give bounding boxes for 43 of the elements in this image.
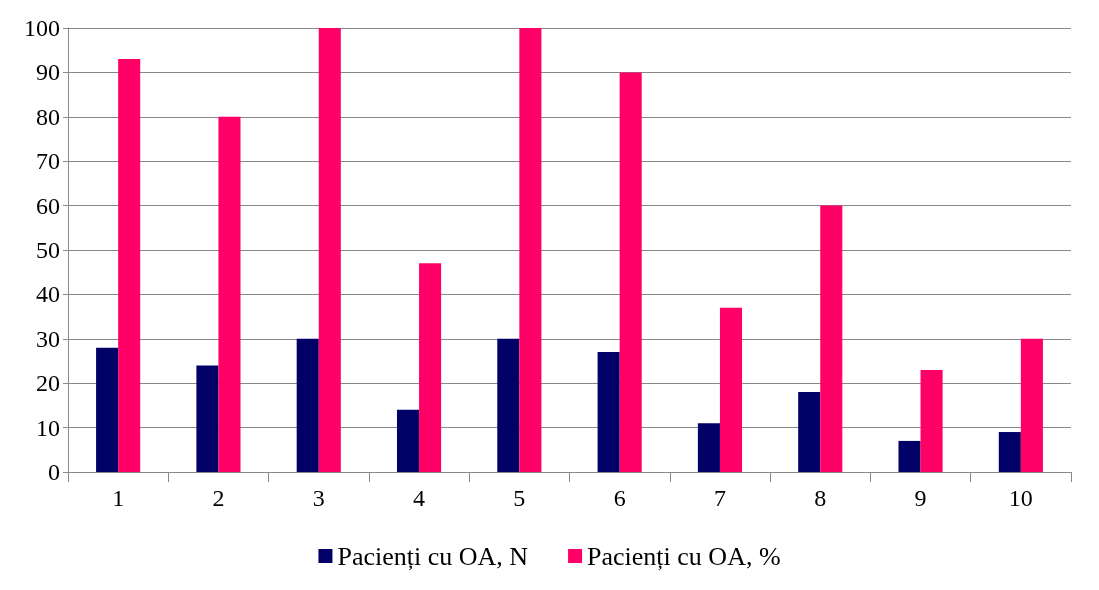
y-tick-label: 50	[36, 237, 60, 263]
y-tick-label: 0	[48, 459, 60, 485]
bar	[820, 205, 843, 472]
x-tick-label: 8	[814, 485, 827, 511]
y-tick-label: 100	[24, 15, 60, 41]
bar	[898, 440, 921, 472]
bar	[497, 338, 520, 472]
y-tick-label: 20	[36, 370, 60, 397]
y-tick-label: 10	[36, 414, 60, 441]
bar	[798, 392, 821, 472]
x-tick-label: 5	[513, 485, 526, 511]
bar	[1020, 338, 1043, 472]
x-tick-label: 9	[914, 485, 927, 511]
bar	[196, 365, 219, 472]
y-tick-label: 80	[36, 103, 60, 130]
x-tick-label: 7	[713, 485, 726, 511]
bar	[920, 369, 943, 472]
x-tick-label: 6	[613, 485, 626, 511]
bar	[998, 432, 1021, 472]
y-tick-label: 70	[36, 148, 60, 175]
legend-label: Pacienți cu OA, %	[587, 541, 781, 571]
bar	[318, 28, 341, 472]
bar	[719, 307, 743, 472]
bar	[519, 28, 542, 472]
x-tick-label: 4	[413, 485, 426, 511]
x-tick-label: 1	[112, 485, 125, 511]
bar	[396, 409, 420, 472]
bar	[296, 338, 319, 472]
bar	[619, 72, 642, 472]
bar	[218, 116, 241, 472]
x-tick-label: 3	[312, 485, 325, 511]
bar	[96, 347, 119, 472]
legend-label: Pacienți cu OA, N	[337, 541, 529, 571]
bar	[597, 352, 620, 472]
bar	[697, 423, 720, 472]
bar	[419, 263, 442, 472]
y-tick-label: 40	[36, 281, 60, 308]
x-tick-label: 10	[1008, 485, 1033, 511]
y-tick-label: 30	[36, 325, 60, 352]
bar	[118, 59, 141, 472]
y-tick-label: 90	[36, 59, 60, 86]
x-tick-label: 2	[212, 485, 225, 511]
y-tick-label: 60	[36, 192, 60, 219]
